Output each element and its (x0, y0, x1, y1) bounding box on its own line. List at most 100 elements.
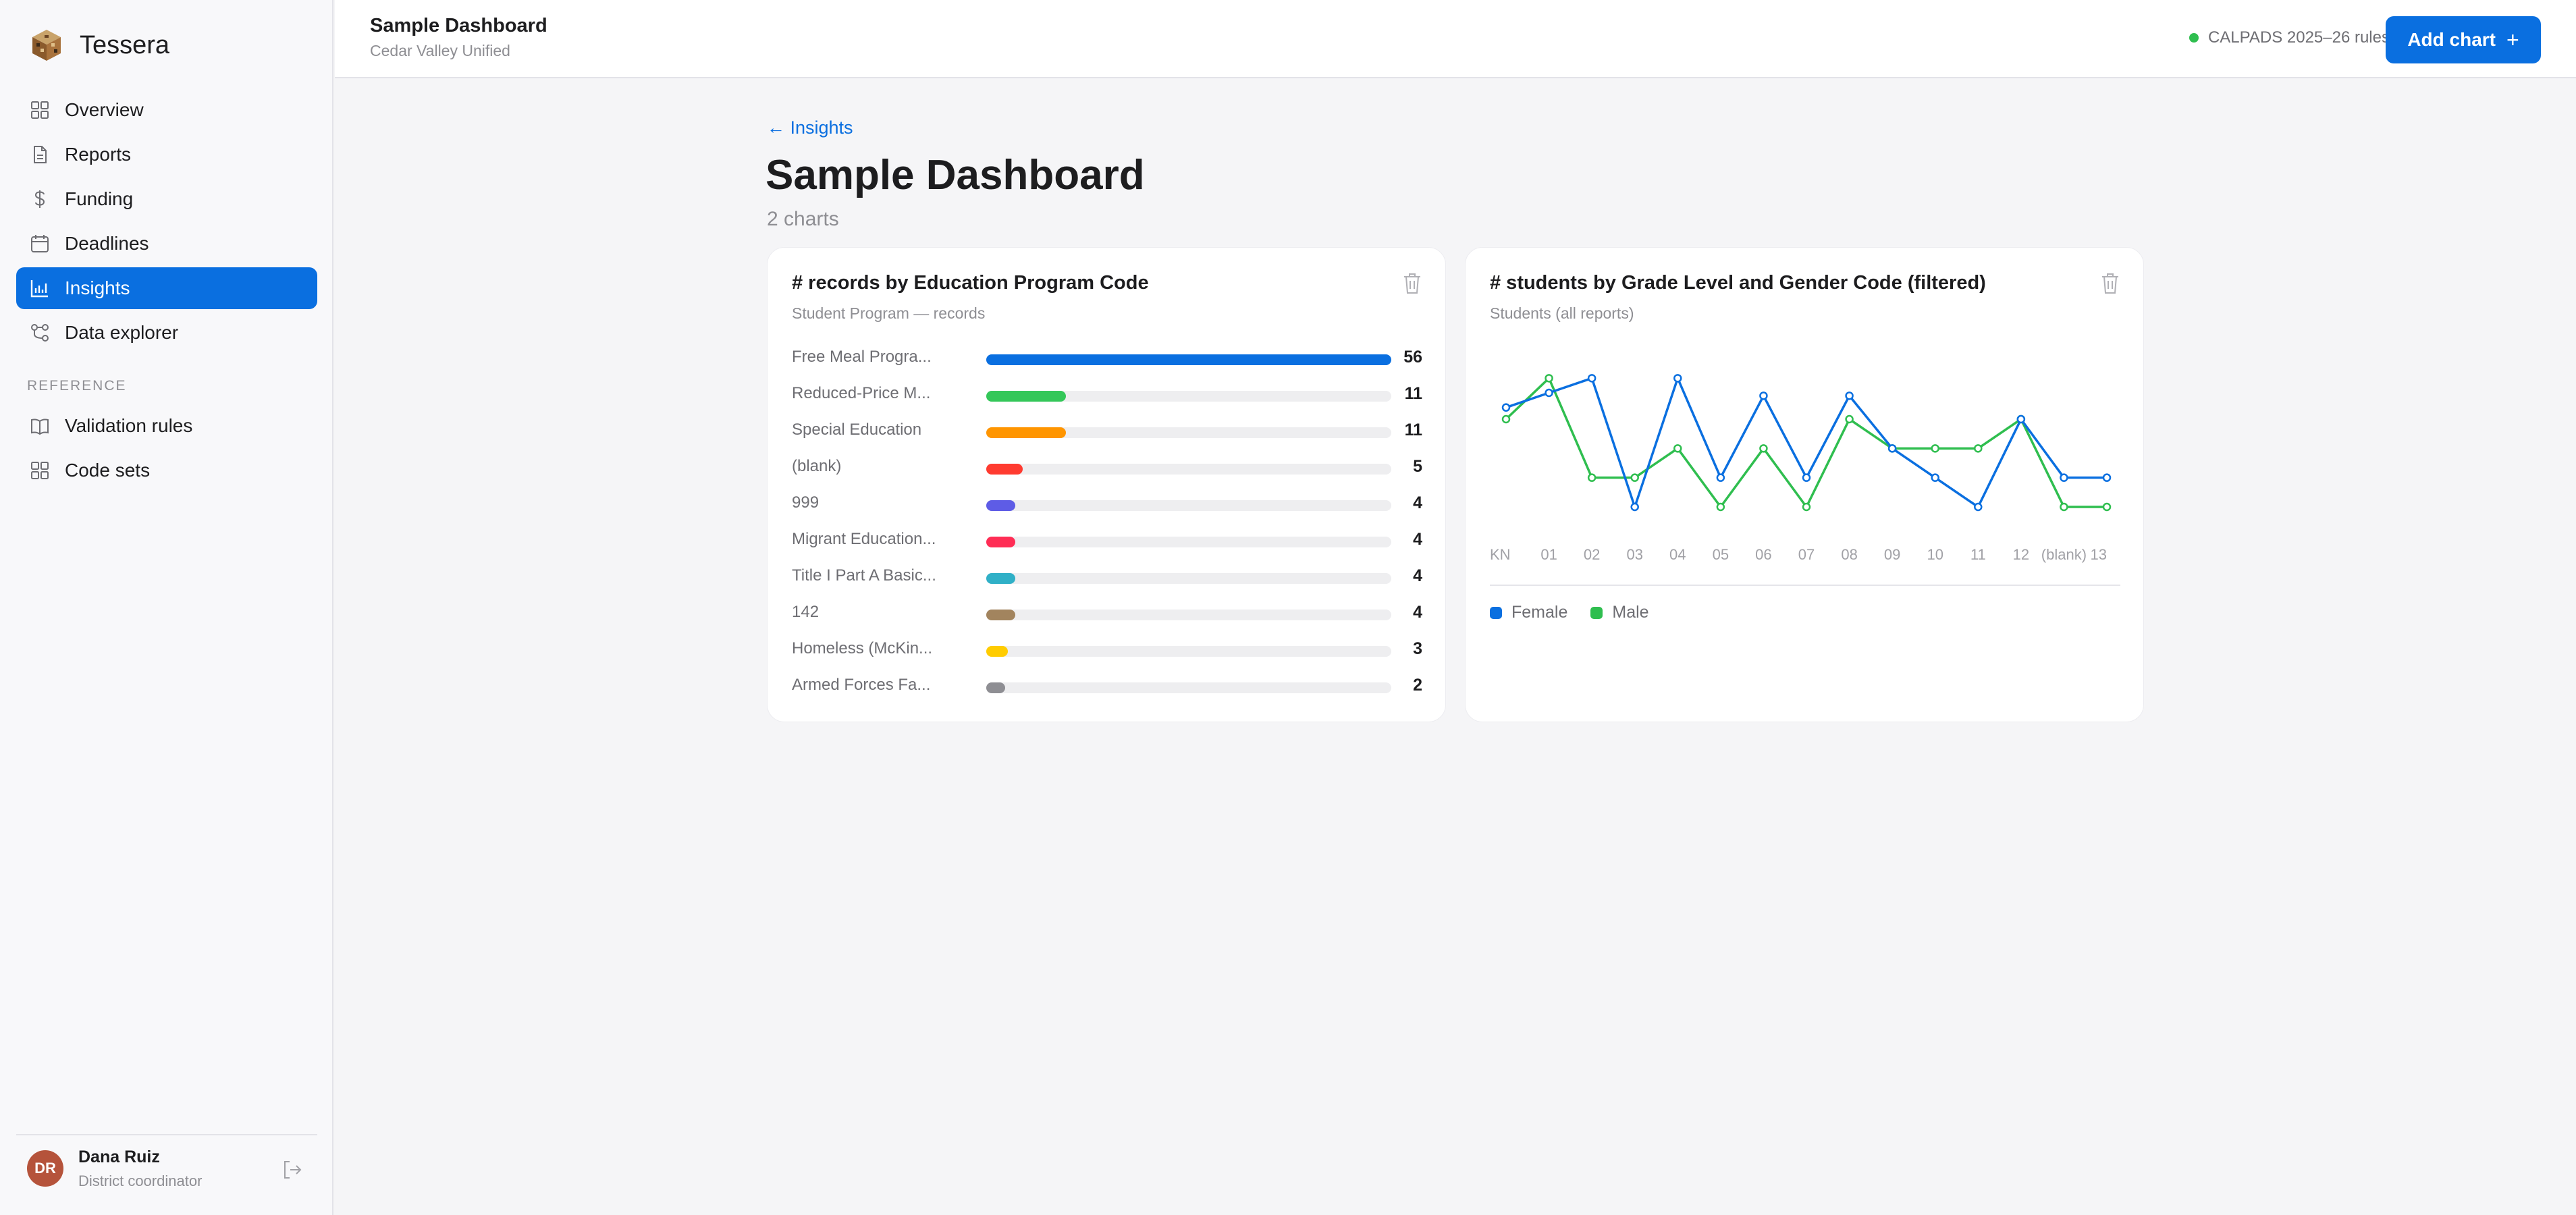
bar-row[interactable]: Reduced-Price M... 11 (792, 376, 1422, 412)
bar-label: Armed Forces Fa... (792, 676, 931, 694)
chart-title: # records by Education Program Code (792, 272, 1149, 294)
sidebar-item-code-sets[interactable]: Code sets (16, 450, 317, 491)
bar-value: 11 (1404, 384, 1422, 403)
data-point[interactable] (1673, 374, 1682, 383)
data-point[interactable] (2016, 414, 2026, 424)
bar-row[interactable]: 142 4 (792, 595, 1422, 631)
bar (986, 573, 1015, 584)
rules-label: CALPADS 2025–26 rules (2207, 28, 2390, 47)
bar-track (986, 610, 1391, 620)
sidebar-item-deadlines[interactable]: Deadlines (16, 223, 317, 265)
data-point[interactable] (1545, 388, 1553, 398)
bar-value: 11 (1404, 421, 1422, 439)
bar-row[interactable]: (blank) 5 (792, 449, 1422, 485)
data-point[interactable] (1974, 444, 1983, 453)
x-tick-label: 04 (1669, 546, 1686, 563)
nodes-icon (28, 321, 51, 344)
bar-row[interactable]: Special Education 11 (792, 412, 1422, 449)
avatar[interactable]: DR (27, 1150, 63, 1187)
bar-value: 56 (1403, 348, 1422, 367)
calendar-icon (28, 232, 51, 255)
rules-status: CALPADS 2025–26 rules (2189, 28, 2390, 47)
bar-label: Free Meal Progra... (792, 348, 932, 366)
bar (986, 682, 1005, 693)
x-tick-label: 01 (1540, 546, 1557, 563)
user-panel: DR Dana Ruiz District coordinator (16, 1134, 317, 1202)
sidebar-item-label: Insights (65, 277, 130, 298)
line-chart: KN 01 02 03 04 05 06 07 08 09 10 11 12 (blank) 13 (1490, 374, 2120, 586)
data-point[interactable] (1716, 473, 1725, 482)
data-point[interactable] (1716, 502, 1725, 512)
bar-value: 4 (1413, 530, 1422, 549)
x-tick-label: 06 (1755, 546, 1771, 563)
sidebar-item-label: Funding (65, 188, 134, 209)
sidebar-item-label: Code sets (65, 460, 151, 481)
sidebar-item-insights[interactable]: Insights (16, 267, 317, 309)
sidebar-item-overview[interactable]: Overview (16, 89, 317, 131)
chart-subtitle: Students (all reports) (1490, 304, 1634, 322)
data-point[interactable] (1630, 473, 1639, 482)
add-chart-label: Add chart (2407, 29, 2496, 50)
legend-label: Female (1511, 603, 1568, 622)
back-link[interactable]: ← Insights (767, 117, 853, 138)
data-point[interactable] (1759, 392, 1768, 400)
bar-track (986, 427, 1391, 438)
bar-chart-icon (28, 277, 51, 300)
sidebar-item-reports[interactable]: Reports (16, 134, 317, 176)
data-point[interactable] (1630, 502, 1639, 512)
data-point[interactable] (2060, 502, 2068, 512)
grid-icon (28, 459, 51, 482)
bar-label: Title I Part A Basic... (792, 566, 936, 585)
legend-item[interactable]: Male (1590, 603, 1649, 622)
grid-icon (28, 99, 51, 122)
data-point[interactable] (1501, 403, 1511, 412)
trash-icon[interactable] (1402, 272, 1422, 295)
bar-value: 2 (1413, 676, 1422, 695)
sidebar-item-validation-rules[interactable]: Validation rules (16, 405, 317, 447)
data-point[interactable] (1587, 473, 1596, 482)
bar-row[interactable]: Armed Forces Fa... 2 (792, 668, 1422, 704)
data-point[interactable] (1845, 414, 1854, 424)
bar-row[interactable]: Free Meal Progra... 56 (792, 340, 1422, 376)
data-point[interactable] (1802, 502, 1811, 512)
legend-item[interactable]: Female (1490, 603, 1567, 622)
data-point[interactable] (2060, 473, 2068, 482)
bar-track (986, 682, 1391, 693)
trash-icon[interactable] (2100, 272, 2120, 295)
data-point[interactable] (2102, 502, 2112, 512)
data-point[interactable] (1931, 473, 1939, 482)
data-point[interactable] (1587, 374, 1596, 383)
x-tick-label: 10 (1927, 546, 1943, 563)
sidebar-item-label: Deadlines (65, 233, 149, 254)
bar-row[interactable]: 999 4 (792, 485, 1422, 522)
data-point[interactable] (1501, 414, 1511, 424)
add-chart-button[interactable]: Add chart + (2386, 16, 2541, 63)
bar-row[interactable]: Homeless (McKin... 3 (792, 631, 1422, 668)
bar (986, 464, 1023, 475)
data-point[interactable] (1759, 444, 1768, 453)
bar-row[interactable]: Migrant Education... 4 (792, 522, 1422, 558)
data-point[interactable] (1887, 444, 1897, 453)
data-point[interactable] (1802, 473, 1811, 482)
user-role: District coordinator (78, 1172, 203, 1189)
x-tick-label: 02 (1584, 546, 1600, 563)
logout-icon[interactable] (281, 1158, 304, 1181)
top-header: Sample Dashboard Cedar Valley Unified CA… (335, 0, 2576, 78)
plus-icon: + (2506, 27, 2519, 52)
sidebar-item-data-explorer[interactable]: Data explorer (16, 312, 317, 354)
brand[interactable]: Tessera (28, 27, 169, 63)
data-point[interactable] (1931, 444, 1939, 453)
header-title: Sample Dashboard (370, 15, 547, 36)
dollar-icon (28, 188, 51, 211)
data-point[interactable] (1845, 392, 1854, 400)
data-point[interactable] (2102, 473, 2112, 482)
series-line-male (1505, 377, 2107, 508)
sidebar-item-funding[interactable]: Funding (16, 178, 317, 220)
sidebar-section-label: REFERENCE (27, 378, 127, 394)
data-point[interactable] (1545, 374, 1553, 383)
bar-row[interactable]: Title I Part A Basic... 4 (792, 558, 1422, 595)
document-icon (28, 143, 51, 166)
data-point[interactable] (1974, 502, 1983, 512)
data-point[interactable] (1673, 444, 1682, 453)
chart-card-grades: # students by Grade Level and Gender Cod… (1465, 247, 2144, 722)
